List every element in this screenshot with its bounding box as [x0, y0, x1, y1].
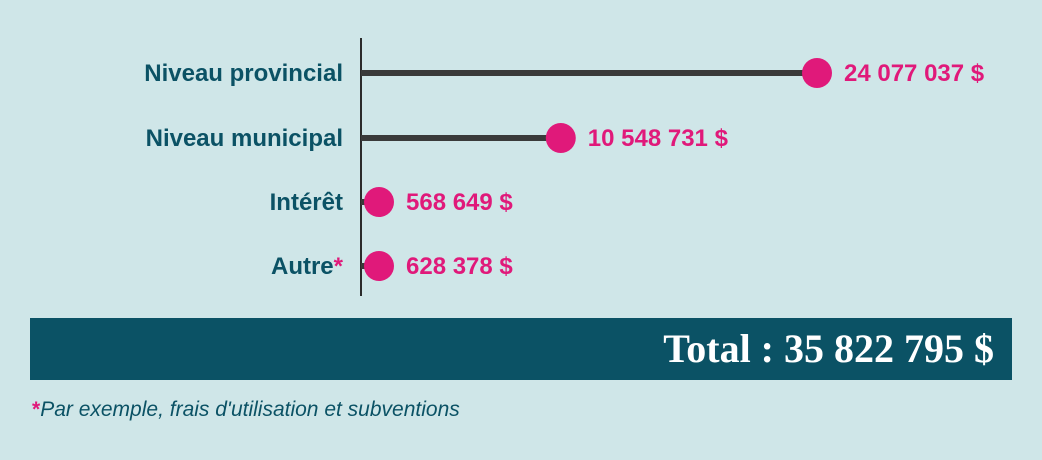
category-label-2: Intérêt [270, 189, 343, 216]
total-banner: Total : 35 822 795 $ [30, 318, 1012, 380]
category-label-3: Autre* [271, 253, 344, 280]
value-label-0: 24 077 037 $ [844, 60, 985, 87]
value-label-3: 628 378 $ [406, 253, 513, 280]
value-label-2: 568 649 $ [406, 189, 513, 216]
category-text: Autre [271, 253, 334, 280]
point-1 [546, 123, 576, 153]
value-label-1: 10 548 731 $ [588, 125, 729, 152]
lollipop-chart: Niveau provincial 24 077 037 $ Niveau muni… [0, 0, 1042, 310]
category-label-1: Niveau municipal [146, 125, 343, 152]
category-suffix: * [334, 253, 344, 280]
category-text: Intérêt [270, 189, 343, 216]
point-2 [364, 187, 394, 217]
category-label-0: Niveau provincial [144, 60, 343, 87]
point-3 [364, 251, 394, 281]
category-text: Niveau provincial [144, 60, 343, 87]
footnote-marker: * [32, 398, 40, 421]
chart-marks: Niveau provincial 24 077 037 $ Niveau muni… [144, 58, 985, 281]
footnote: *Par exemple, frais d'utilisation et sub… [32, 398, 460, 422]
category-text: Niveau municipal [146, 125, 343, 152]
footnote-text: Par exemple, frais d'utilisation et subv… [40, 398, 460, 421]
point-0 [802, 58, 832, 88]
total-amount: Total : 35 822 795 $ [663, 329, 994, 369]
